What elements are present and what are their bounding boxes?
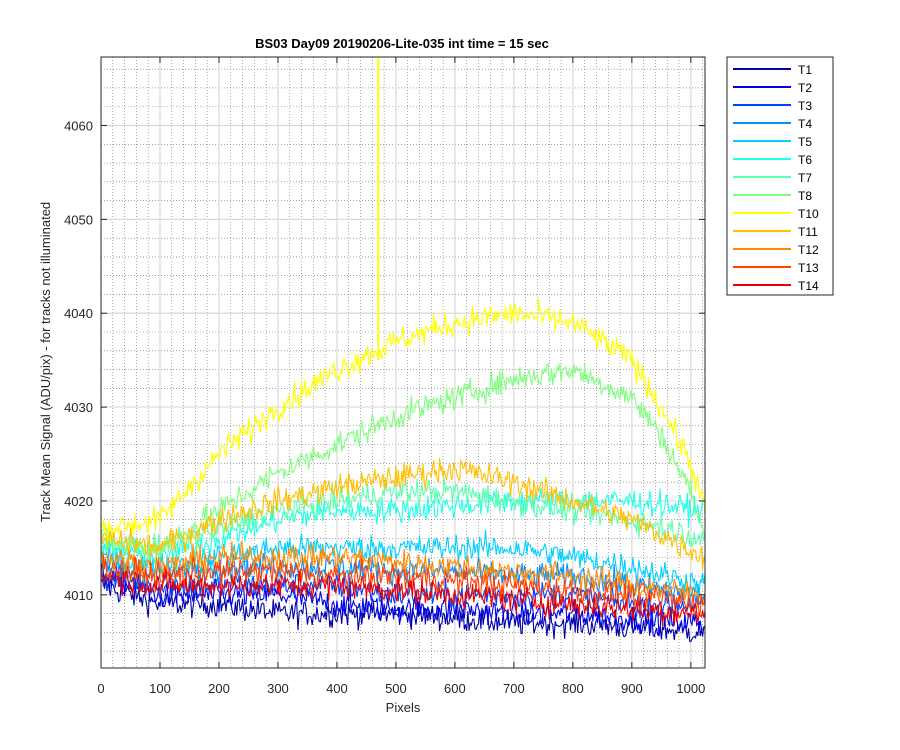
y-tick-label: 4030 [64, 400, 93, 415]
legend-label-t8: T8 [798, 189, 812, 203]
y-tick-label: 4050 [64, 212, 93, 227]
x-tick-label: 900 [621, 681, 643, 696]
legend-label-t4: T4 [798, 117, 812, 131]
x-tick-label: 1000 [676, 681, 705, 696]
series-line-t8 [101, 361, 705, 559]
legend-label-t3: T3 [798, 99, 812, 113]
y-tick-label: 4010 [64, 588, 93, 603]
x-axis-label: Pixels [386, 700, 421, 715]
y-axis-label: Track Mean Signal (ADU/pix) - for tracks… [38, 202, 53, 522]
series-line-t7 [101, 477, 705, 564]
legend-label-t12: T12 [798, 243, 819, 257]
series-line-t6 [101, 488, 705, 567]
y-tick-label: 4060 [64, 119, 93, 134]
legend-items: T1 T2 T3 T4 T5 T6 T7 T8 T10 T11 T12 T13 T14 [733, 63, 819, 293]
x-tick-label: 200 [208, 681, 230, 696]
legend-label-t2: T2 [798, 81, 812, 95]
y-tick-label: 4020 [64, 494, 93, 509]
x-tick-label: 500 [385, 681, 407, 696]
x-tick-label: 700 [503, 681, 525, 696]
legend-label-t14: T14 [798, 279, 819, 293]
legend-label-t11: T11 [798, 225, 818, 239]
y-tick-label: 4040 [64, 306, 93, 321]
legend-label-t13: T13 [798, 261, 819, 275]
x-tick-label: 0 [97, 681, 104, 696]
legend: T1 T2 T3 T4 T5 T6 T7 T8 T10 T11 T12 T13 T14 [726, 56, 834, 296]
series-layer [101, 57, 705, 643]
series-line-t10 [101, 299, 705, 547]
series-line-t1 [101, 577, 705, 643]
axis-ticks: 0 100 200 300 400 500 600 700 800 900 1000 4010 4020… [64, 57, 705, 696]
series-line-t14 [101, 568, 705, 627]
x-tick-label: 600 [444, 681, 466, 696]
legend-label-t10: T10 [798, 207, 819, 221]
legend-label-t7: T7 [798, 171, 812, 185]
x-tick-label: 800 [562, 681, 584, 696]
plot-frame [100, 56, 706, 669]
x-tick-label: 300 [267, 681, 289, 696]
chart-title: BS03 Day09 20190206-Lite-035 int time = … [255, 36, 549, 51]
plot-area: 0 100 200 300 400 500 600 700 800 900 1000 4010 4020… [64, 56, 706, 696]
series-line-t11 [101, 457, 705, 570]
legend-label-t1: T1 [798, 63, 812, 77]
series-line-t12 [101, 541, 705, 606]
x-tick-label: 400 [326, 681, 348, 696]
legend-label-t6: T6 [798, 153, 812, 167]
legend-label-t5: T5 [798, 135, 812, 149]
x-tick-label: 100 [149, 681, 171, 696]
